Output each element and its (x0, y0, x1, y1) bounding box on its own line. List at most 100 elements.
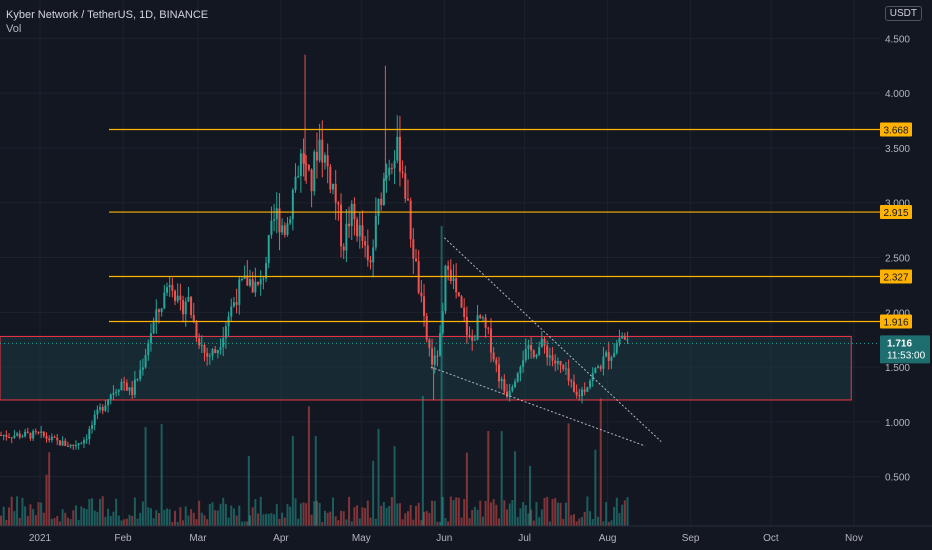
candle-body (420, 292, 423, 297)
candle-body (623, 335, 626, 340)
volume-bar (219, 503, 222, 526)
volume-bar (238, 505, 241, 526)
candle-body (208, 355, 211, 357)
candle-body (18, 433, 21, 438)
candle-body (361, 225, 364, 242)
volume-bar (431, 500, 434, 526)
volume-bar (447, 521, 450, 526)
volume-bar (222, 497, 225, 526)
candle-body (489, 328, 492, 353)
candle-body (85, 439, 88, 441)
candle-body (471, 335, 474, 341)
volume-bar (440, 226, 443, 526)
x-tick-label: Jul (518, 533, 531, 544)
candle-body (21, 436, 24, 438)
volume-bar (594, 449, 597, 526)
volume-bar (235, 515, 238, 526)
candle-body (93, 414, 96, 426)
candle-body (262, 278, 265, 280)
candle-body (34, 431, 37, 433)
candle-body (104, 405, 107, 411)
volume-bar (506, 509, 509, 526)
volume-bar (16, 496, 19, 526)
volume-bar (5, 520, 8, 526)
volume-bar (149, 508, 152, 526)
volume-bar (350, 521, 353, 526)
volume-bar (66, 517, 69, 526)
volume-bar (128, 514, 131, 526)
y-tick-label: 0.500 (885, 473, 910, 484)
volume-bar (120, 520, 123, 526)
candle-body (283, 225, 286, 235)
volume-bar (200, 512, 203, 526)
candle-body (404, 173, 407, 199)
volume-bar (463, 499, 466, 526)
currency-button[interactable]: USDT (884, 6, 922, 21)
volume-bar (315, 501, 318, 526)
candle-body (176, 295, 179, 301)
x-tick-label: Nov (845, 533, 863, 544)
volume-bar (117, 515, 120, 526)
volume-bar (589, 511, 592, 526)
volume-bar (374, 518, 377, 526)
volume-bar (216, 510, 219, 526)
volume-bar (318, 502, 321, 526)
candle-body (498, 364, 500, 382)
volume-bar (214, 510, 217, 526)
candle-body (83, 440, 85, 444)
volume-bar (254, 499, 257, 526)
candle-body (406, 198, 409, 201)
candle-body (481, 317, 484, 319)
volume-bar (476, 509, 479, 526)
x-tick-label: Aug (599, 533, 617, 544)
candle-body (120, 381, 123, 391)
volume-bar (275, 504, 278, 526)
candles (0, 54, 629, 450)
volume-bar (246, 521, 249, 526)
volume-bar (99, 499, 102, 526)
candle-body (222, 338, 225, 348)
candle-body (610, 357, 613, 361)
candle-body (323, 155, 326, 163)
candle-body (147, 343, 150, 356)
candle-body (238, 279, 241, 305)
volume-bar (433, 501, 436, 526)
candle-body (72, 444, 75, 447)
volume-bar (519, 508, 522, 526)
volume-bar (412, 519, 415, 526)
candle-body (492, 352, 495, 360)
current-price-label: 1.716 (887, 338, 912, 349)
candle-body (289, 219, 292, 224)
volume-bar (192, 512, 195, 526)
candle-body (487, 327, 490, 329)
candle-body (26, 431, 29, 433)
candle-body (495, 359, 498, 365)
volume-bar (40, 502, 43, 526)
candle-body (216, 350, 219, 354)
volume-bar (439, 521, 442, 526)
volume-bar (85, 509, 88, 526)
volume-bar (567, 423, 570, 526)
candle-body (270, 220, 273, 235)
volume-bar (53, 517, 56, 526)
candle-body (613, 352, 616, 358)
candle-body (286, 223, 289, 235)
candle-body (313, 151, 316, 192)
candle-body (572, 381, 575, 392)
volume-bar (404, 513, 407, 526)
candle-body (589, 380, 592, 388)
volume-bar (508, 503, 511, 526)
volume-bar (115, 498, 118, 526)
candle-body (144, 355, 147, 368)
volume-bar (583, 511, 586, 526)
volume-bar (198, 500, 201, 526)
volume-bar (243, 521, 246, 526)
volume-bar (468, 518, 471, 526)
volume-bar (270, 513, 273, 526)
volume-bar (527, 513, 530, 526)
candle-body (101, 407, 104, 411)
support-zone (0, 335, 852, 401)
volume-bar (96, 511, 99, 526)
candle-body (321, 139, 324, 163)
